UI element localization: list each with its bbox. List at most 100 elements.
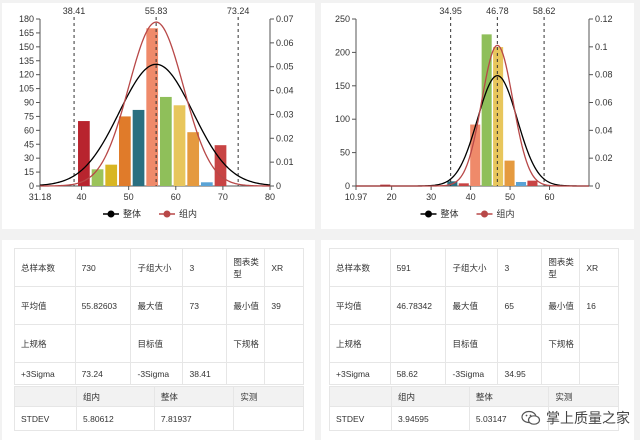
histogram-bar bbox=[146, 28, 159, 187]
stats-cell: 子组大小 bbox=[130, 248, 184, 287]
left-histogram-chart: 0 15 30 45 60 75 90 105 120 135 150 165 180 0 0.01 0.02… bbox=[19, 6, 294, 219]
y-tick-label: 15 bbox=[24, 167, 34, 177]
stats-cell bbox=[182, 324, 228, 363]
stats-cell: XR bbox=[264, 248, 304, 287]
stdev-header-cell bbox=[13, 386, 78, 407]
histogram-bar bbox=[91, 169, 104, 186]
reference-line-label: 46.78 bbox=[486, 6, 509, 16]
stats-cell: 最小值 bbox=[541, 286, 581, 325]
stats-cell: 平均值 bbox=[14, 286, 76, 325]
left-stats-card: 总样本数 730 子组大小 3 图表类型 XR 平均值 55.82603 最大值 73 最小值 39 上… bbox=[2, 240, 315, 440]
histogram-bar bbox=[527, 180, 538, 186]
stats-cell bbox=[497, 324, 543, 363]
histogram-bar bbox=[515, 181, 527, 186]
stats-row: 总样本数 591 子组大小 3 图表类型 XR bbox=[329, 248, 619, 287]
y2-tick-label: 0.12 bbox=[595, 14, 613, 24]
stdev-row: STDEV 3.94595 5.03147 bbox=[328, 406, 619, 431]
histogram-bar bbox=[200, 182, 213, 186]
stats-row: 平均值 55.82603 最大值 73 最小值 39 bbox=[14, 286, 304, 325]
histogram-bar bbox=[470, 124, 481, 186]
histogram-bar bbox=[78, 121, 90, 186]
x-tick-label: 70 bbox=[218, 192, 228, 202]
histogram-bar bbox=[380, 184, 391, 186]
y-tick-label: 105 bbox=[19, 84, 34, 94]
stdev-header-cell: 实测 bbox=[233, 386, 304, 407]
stats-row: +3Sigma 58.62 -3Sigma 34.95 bbox=[329, 362, 619, 385]
y-tick-label: 0 bbox=[345, 181, 350, 191]
histogram-bar bbox=[159, 96, 172, 186]
right-stdev-table: 组内 整体 实测 STDEV 3.94595 5.03147 bbox=[328, 386, 619, 431]
legend-marker bbox=[481, 210, 488, 218]
y-tick-label: 50 bbox=[340, 148, 350, 158]
stats-cell bbox=[389, 324, 447, 363]
stdev-cell: 7.81937 bbox=[153, 406, 235, 431]
y-tick-label: 250 bbox=[335, 14, 350, 24]
stats-cell: 最大值 bbox=[445, 286, 499, 325]
stats-row: 上规格 目标值 下规格 bbox=[329, 324, 619, 363]
stats-row: +3Sigma 73.24 -3Sigma 38.41 bbox=[14, 362, 304, 385]
stats-cell: 58.62 bbox=[389, 362, 447, 385]
stats-cell: 65 bbox=[497, 286, 543, 325]
stats-cell: 最小值 bbox=[226, 286, 266, 325]
y2-tick-label: 0.06 bbox=[595, 98, 613, 108]
reference-line-label: 38.41 bbox=[63, 6, 86, 16]
stats-cell: 34.95 bbox=[497, 362, 543, 385]
stats-cell: 下规格 bbox=[226, 324, 266, 363]
y2-tick-label: 0.08 bbox=[595, 70, 613, 80]
x-tick-label: 60 bbox=[545, 192, 555, 202]
right-chart-card: 0 50 100 150 200 250 0 0.02 0.04 0.06 0.08 0.1 0.12 1… bbox=[321, 3, 634, 229]
stats-cell: 总样本数 bbox=[329, 248, 391, 287]
normal-curve-within bbox=[39, 21, 271, 187]
stats-cell bbox=[579, 324, 619, 363]
x-tick-label: 20 bbox=[387, 192, 397, 202]
stats-cell: 最大值 bbox=[130, 286, 184, 325]
x-tick-label: 60 bbox=[171, 192, 181, 202]
right-histogram-chart: 0 50 100 150 200 250 0 0.02 0.04 0.06 0.08 0.1 0.12 1… bbox=[335, 6, 613, 219]
stdev-header-row: 组内 整体 实测 bbox=[13, 386, 304, 407]
stats-cell: 目标值 bbox=[445, 324, 499, 363]
left-stats-table: 总样本数 730 子组大小 3 图表类型 XR 平均值 55.82603 最大值 73 最小值 39 上… bbox=[14, 248, 304, 385]
y2-tick-label: 0.03 bbox=[276, 109, 294, 119]
left-stdev-table: 组内 整体 实测 STDEV 5.80612 7.81937 bbox=[13, 386, 304, 431]
left-chart-card: 0 15 30 45 60 75 90 105 120 135 150 165 180 0 0.01 0.02… bbox=[2, 3, 315, 229]
stdev-cell: STDEV bbox=[13, 406, 78, 431]
stdev-header-cell bbox=[328, 386, 393, 407]
stats-cell: 46.78342 bbox=[389, 286, 447, 325]
stats-cell: 16 bbox=[579, 286, 619, 325]
legend-marker bbox=[163, 210, 171, 218]
x-tick-label: 40 bbox=[466, 192, 476, 202]
stdev-header-cell: 实测 bbox=[548, 386, 619, 407]
stats-cell: 591 bbox=[389, 248, 447, 287]
stats-cell: 子组大小 bbox=[445, 248, 499, 287]
y2-tick-label: 0.04 bbox=[595, 125, 613, 135]
stdev-cell bbox=[548, 406, 619, 431]
histogram-bar bbox=[119, 116, 131, 186]
y-tick-label: 0 bbox=[29, 181, 34, 191]
y2-tick-label: 0.06 bbox=[276, 38, 294, 48]
stats-cell: 目标值 bbox=[130, 324, 184, 363]
stdev-cell bbox=[233, 406, 304, 431]
x-tick-label: 10.97 bbox=[345, 192, 368, 202]
histogram-bar bbox=[504, 160, 515, 186]
stdev-cell: 5.80612 bbox=[76, 406, 155, 431]
right-stats-table: 总样本数 591 子组大小 3 图表类型 XR 平均值 46.78342 最大值 65 最小值 16 上… bbox=[329, 248, 619, 385]
x-tick-label: 50 bbox=[505, 192, 515, 202]
normal-curve-overall bbox=[39, 63, 271, 186]
y2-tick-label: 0.07 bbox=[276, 14, 294, 24]
stats-row: 总样本数 730 子组大小 3 图表类型 XR bbox=[14, 248, 304, 287]
stats-cell: 55.82603 bbox=[74, 286, 132, 325]
reference-line-label: 58.62 bbox=[533, 6, 556, 16]
stats-cell: -3Sigma bbox=[445, 362, 499, 385]
stdev-header-cell: 整体 bbox=[468, 386, 550, 407]
stats-cell: 下规格 bbox=[541, 324, 581, 363]
y-tick-label: 90 bbox=[24, 98, 34, 108]
histogram-bar bbox=[173, 105, 186, 186]
histogram-bar bbox=[132, 109, 145, 186]
y-tick-label: 30 bbox=[24, 153, 34, 163]
legend-label: 整体 bbox=[441, 208, 459, 219]
stats-cell: +3Sigma bbox=[329, 362, 391, 385]
y-tick-label: 135 bbox=[19, 56, 34, 66]
x-tick-label: 30 bbox=[426, 192, 436, 202]
stats-cell bbox=[264, 324, 304, 363]
stats-cell: 730 bbox=[74, 248, 132, 287]
